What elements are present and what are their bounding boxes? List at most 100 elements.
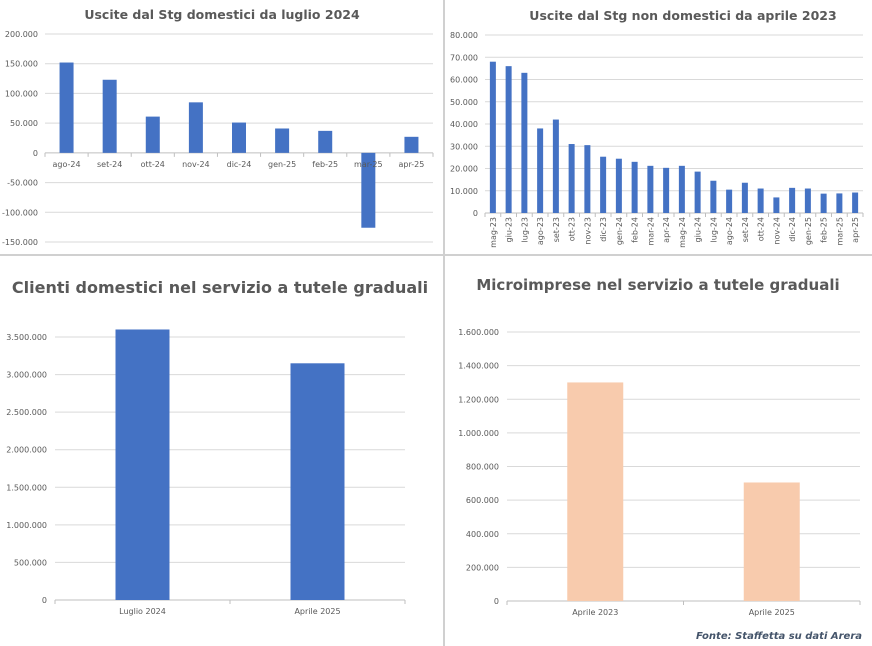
y-tick-label: 50.000 <box>10 119 38 128</box>
x-tick-label: mar-25 <box>835 217 844 246</box>
y-tick-label: 800.000 <box>466 463 499 472</box>
vertical-divider <box>443 0 445 646</box>
bar <box>804 188 811 213</box>
y-tick-label: 600.000 <box>466 496 499 505</box>
chart-title: Microimprese nel servizio a tutele gradu… <box>476 276 839 294</box>
bar <box>852 192 859 213</box>
x-tick-label: set-24 <box>97 160 122 169</box>
x-tick-label: ott-24 <box>757 217 766 241</box>
x-tick-label: ott-23 <box>568 217 577 241</box>
bar <box>568 144 575 213</box>
bar <box>145 116 160 153</box>
y-tick-label: -150.000 <box>2 238 38 247</box>
y-tick-label: 150.000 <box>5 60 38 69</box>
y-tick-label: 2.500.000 <box>6 408 47 417</box>
bar <box>505 66 512 214</box>
bar <box>726 189 733 213</box>
x-tick-label: apr-25 <box>851 217 860 243</box>
x-tick-label: gen-25 <box>268 160 296 169</box>
bar <box>318 130 333 153</box>
y-tick-label: 1.500.000 <box>6 483 47 492</box>
y-tick-label: -50.000 <box>7 179 38 188</box>
horizontal-divider <box>0 254 872 256</box>
bar <box>361 152 376 228</box>
y-tick-label: 60.000 <box>450 76 478 85</box>
bar <box>615 158 622 213</box>
x-tick-label: nov-24 <box>772 217 781 245</box>
y-tick-label: 0 <box>494 597 499 606</box>
x-tick-label: feb-25 <box>312 160 338 169</box>
x-tick-label: mag-23 <box>489 217 498 248</box>
y-tick-label: 0 <box>42 596 47 605</box>
bar <box>102 79 117 153</box>
chart-title: Uscite dal Stg domestici da luglio 2024 <box>84 7 360 22</box>
y-tick-label: 200.000 <box>466 563 499 572</box>
bar <box>59 62 74 153</box>
bar <box>188 102 203 153</box>
y-tick-label: 1.000.000 <box>458 429 499 438</box>
x-tick-label: dic-24 <box>227 160 252 169</box>
y-tick-label: 3.500.000 <box>6 333 47 342</box>
y-tick-label: 20.000 <box>450 165 478 174</box>
x-tick-label: set-23 <box>552 217 561 242</box>
x-tick-label: feb-25 <box>820 217 829 243</box>
y-tick-label: -100.000 <box>2 208 38 217</box>
x-tick-label: ago-24 <box>725 217 734 245</box>
bar <box>678 165 685 213</box>
x-tick-label: gen-25 <box>804 217 813 245</box>
bar <box>694 171 701 213</box>
x-tick-label: dic-24 <box>788 217 797 242</box>
x-tick-label: ago-24 <box>53 160 81 169</box>
bar <box>663 167 670 213</box>
bar <box>710 180 717 213</box>
y-tick-label: 50.000 <box>450 98 478 107</box>
y-tick-label: 100.000 <box>5 89 38 98</box>
bar <box>290 363 345 600</box>
bar <box>631 161 638 213</box>
x-tick-label: mar-24 <box>646 217 655 246</box>
bar <box>275 128 290 153</box>
chart-title: Clienti domestici nel servizio a tutele … <box>12 278 428 297</box>
bar <box>773 197 780 213</box>
x-tick-label: Aprile 2025 <box>294 607 340 616</box>
bar <box>567 382 624 601</box>
bar <box>836 193 843 213</box>
bar <box>820 193 827 213</box>
bar <box>552 119 559 213</box>
x-tick-label: nov-24 <box>182 160 210 169</box>
bar <box>647 165 654 213</box>
bar <box>404 136 419 153</box>
y-tick-label: 0 <box>473 209 478 218</box>
x-tick-label: lug-24 <box>709 217 718 242</box>
bar <box>537 128 544 213</box>
y-tick-label: 1.000.000 <box>6 521 47 530</box>
bar <box>521 72 528 213</box>
y-tick-label: 1.200.000 <box>458 395 499 404</box>
y-tick-label: 2.000.000 <box>6 446 47 455</box>
bar <box>600 156 607 213</box>
x-tick-label: set-24 <box>741 217 750 242</box>
x-tick-label: ott-24 <box>141 160 165 169</box>
x-tick-label: feb-24 <box>631 217 640 243</box>
x-tick-label: ago-23 <box>536 217 545 245</box>
x-tick-label: dic-23 <box>599 217 608 242</box>
bar <box>757 188 764 213</box>
bar <box>789 187 796 213</box>
y-tick-label: 500.000 <box>14 558 47 567</box>
bar <box>743 482 800 601</box>
x-tick-label: Aprile 2025 <box>749 608 795 617</box>
bar <box>232 122 246 153</box>
y-tick-label: 70.000 <box>450 53 478 62</box>
source-note: Fonte: Staffetta su dati Arera <box>696 631 862 642</box>
bar <box>584 145 591 213</box>
y-tick-label: 1.400.000 <box>458 362 499 371</box>
bar <box>489 61 496 214</box>
x-tick-label: mag-24 <box>678 217 687 248</box>
y-tick-label: 0 <box>33 149 38 158</box>
y-tick-label: 80.000 <box>450 31 478 40</box>
bar <box>115 329 170 600</box>
x-tick-label: apr-24 <box>662 217 671 243</box>
y-tick-label: 30.000 <box>450 142 478 151</box>
y-tick-label: 400.000 <box>466 530 499 539</box>
x-tick-label: Luglio 2024 <box>119 607 166 616</box>
